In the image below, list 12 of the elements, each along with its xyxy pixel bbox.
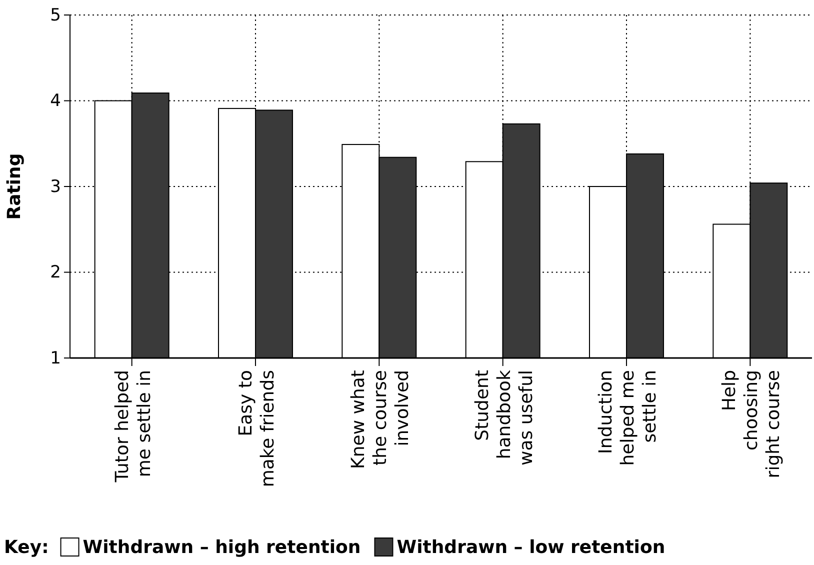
legend-title: Key: xyxy=(4,537,49,558)
y-tick-label: 2 xyxy=(50,262,61,283)
y-tick-label: 1 xyxy=(50,348,61,368)
y-tick-label: 4 xyxy=(50,91,61,112)
x-tick-label: Induction helped me settle in xyxy=(596,370,660,466)
legend-label: Withdrawn – low retention xyxy=(396,537,666,558)
x-tick-label: Knew what the course involved xyxy=(348,370,414,469)
legend-label: Withdrawn – high retention xyxy=(82,537,361,558)
y-tick-label: 3 xyxy=(50,176,61,197)
x-tick-label: Tutor helped me settle in xyxy=(112,370,155,484)
y-axis-title: Rating xyxy=(4,153,25,220)
y-tick-label: 5 xyxy=(50,5,61,26)
